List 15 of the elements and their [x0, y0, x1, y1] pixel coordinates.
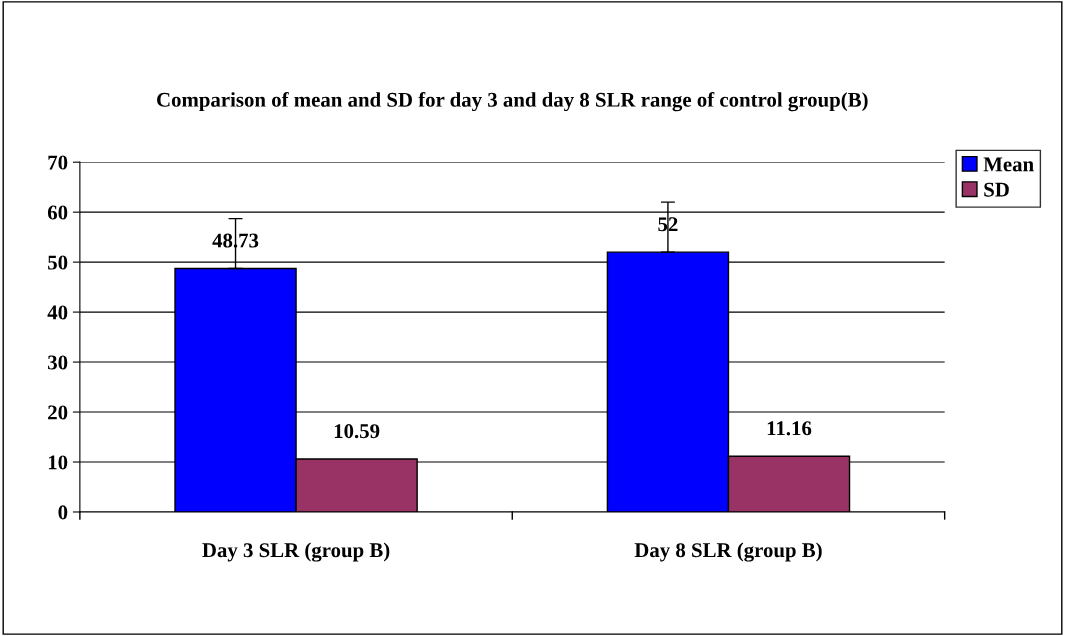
y-tick-label: 0 — [58, 505, 68, 520]
data-label: 11.16 — [767, 421, 812, 436]
y-tick-label: 30 — [48, 355, 68, 370]
legend-label: Mean — [983, 157, 1034, 172]
y-tick-label: 40 — [47, 305, 68, 320]
legend-label: SD — [984, 182, 1009, 197]
y-tick-label: 20 — [48, 405, 68, 420]
x-tick-label: Day 8 SLR (group B) — [634, 542, 822, 562]
y-tick-label: 60 — [47, 205, 68, 220]
data-label: 10.59 — [334, 424, 380, 439]
y-tick-label: 50 — [48, 255, 68, 270]
chart-title: Comparison of mean and SD for day 3 and day 8 SLR range of control group(B) — [157, 91, 868, 112]
x-tick-label: Day 3 SLR (group B) — [202, 542, 390, 562]
y-tick-label: 10 — [48, 455, 68, 470]
y-tick-label: 70 — [48, 155, 68, 170]
